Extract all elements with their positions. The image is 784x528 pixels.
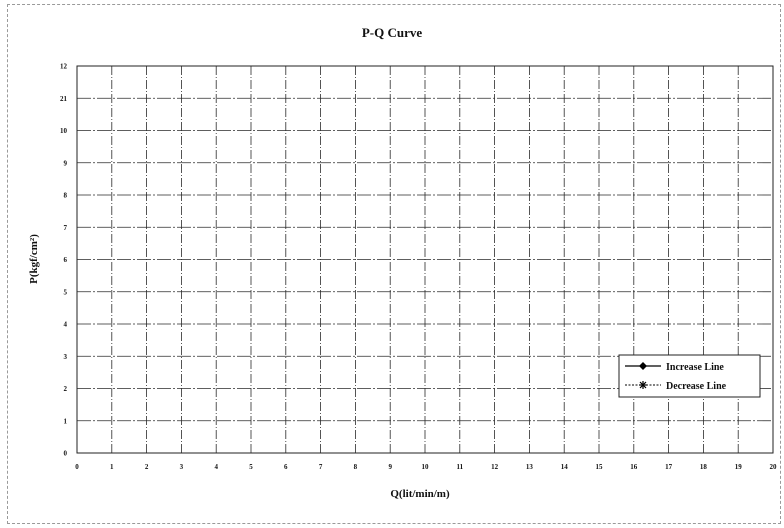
x-tick-label: 7	[319, 463, 323, 471]
y-tick-label: 7	[64, 224, 68, 232]
x-axis-ticks: 0 1 2 3 4 5 6 7 8 9 10 11 12 13 14 15 16 17 18 19 20	[75, 463, 777, 471]
asterisk-marker-icon	[639, 381, 647, 389]
x-tick-label: 3	[180, 463, 184, 471]
x-tick-label: 17	[665, 463, 673, 471]
x-tick-label: 1	[110, 463, 114, 471]
x-tick-label: 19	[735, 463, 743, 471]
diamond-marker-icon	[639, 362, 647, 370]
y-tick-label: 9	[64, 159, 68, 167]
y-tick-label: 3	[64, 353, 68, 361]
x-tick-label: 6	[284, 463, 288, 471]
y-tick-label: 2	[64, 385, 68, 393]
x-tick-label: 11	[456, 463, 463, 471]
y-tick-label: 21	[60, 95, 68, 103]
chart-title: P-Q Curve	[362, 25, 423, 40]
x-tick-label: 2	[145, 463, 149, 471]
chart-frame	[7, 4, 781, 524]
y-tick-label: 0	[64, 450, 68, 458]
y-tick-label: 6	[64, 256, 68, 264]
x-tick-label: 20	[770, 463, 778, 471]
x-tick-label: 8	[354, 463, 358, 471]
grid-lines	[77, 66, 773, 453]
x-tick-label: 14	[561, 463, 569, 471]
x-tick-label: 0	[75, 463, 79, 471]
x-tick-label: 5	[249, 463, 253, 471]
x-tick-label: 15	[596, 463, 604, 471]
legend[interactable]: Increase Line Decrease Line	[618, 354, 761, 398]
x-tick-label: 13	[526, 463, 534, 471]
y-tick-label: 8	[64, 192, 68, 200]
y-tick-label: 5	[64, 288, 68, 296]
y-tick-label: 1	[64, 417, 68, 425]
legend-label-increase: Increase Line	[666, 362, 724, 373]
x-tick-label: 12	[491, 463, 499, 471]
legend-label-decrease: Decrease Line	[666, 381, 727, 392]
x-tick-label: 16	[630, 463, 638, 471]
x-tick-label: 10	[422, 463, 430, 471]
x-axis-label: Q(lit/min/m)	[390, 488, 450, 500]
x-tick-label: 4	[214, 463, 218, 471]
y-tick-label: 4	[64, 321, 68, 329]
x-tick-label: 9	[388, 463, 392, 471]
plot-area	[76, 65, 774, 454]
y-tick-label: 12	[60, 63, 68, 71]
legend-box	[618, 354, 761, 398]
y-axis-label: P(kgf/cm²)	[28, 234, 40, 284]
y-tick-label: 10	[60, 127, 68, 135]
x-tick-label: 18	[700, 463, 708, 471]
